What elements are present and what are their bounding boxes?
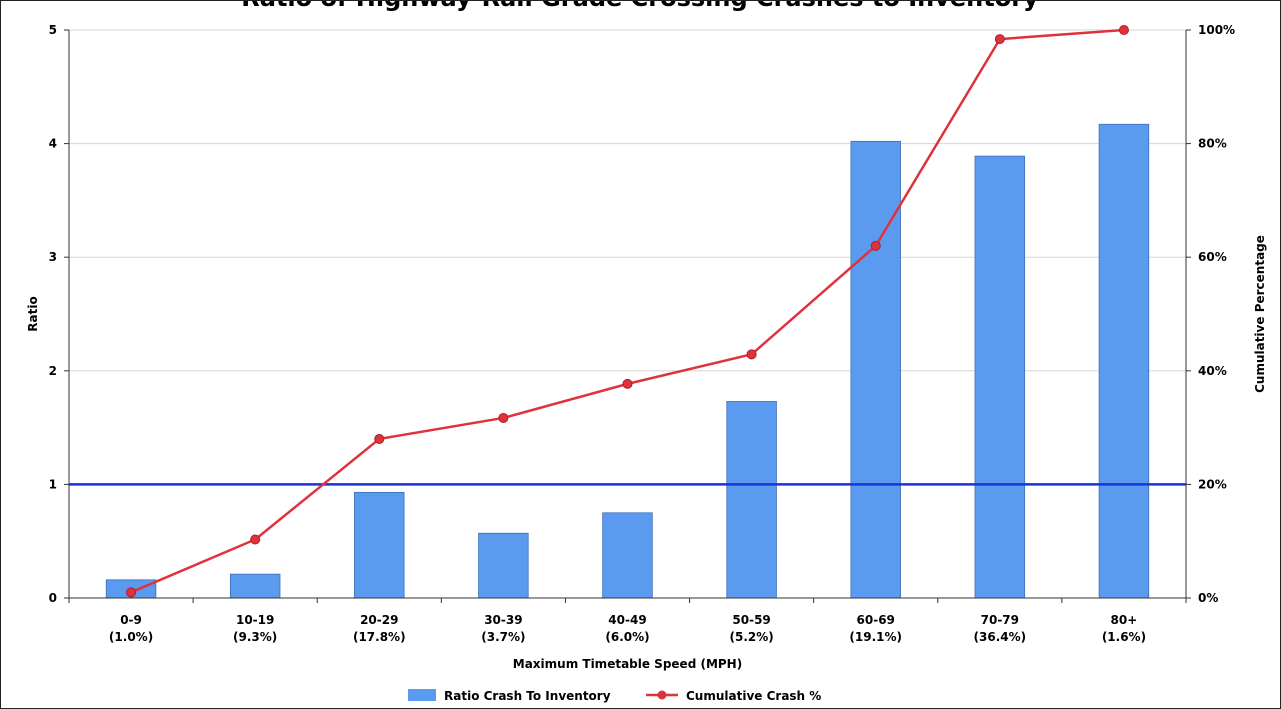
cumulative-point-30-39 (498, 412, 509, 423)
x-tick-label-0-9: 0-9 (120, 613, 142, 627)
cumulative-point-60-69 (870, 240, 881, 251)
y-tick-label-0: 0 (49, 591, 57, 605)
chart-title: Ratio of Highway-Rail Grade Crossing Cra… (60, 0, 1220, 12)
cumulative-point-40-49 (622, 378, 633, 389)
x-tick-share-20-29: (17.8%) (353, 630, 406, 644)
x-tick-label-80+: 80+ (1111, 613, 1138, 627)
line-series (126, 25, 1129, 598)
chart-title-clip: Ratio of Highway-Rail Grade Crossing Cra… (60, 0, 1220, 12)
y-axis-title: Ratio (26, 296, 40, 331)
x-tick-share-40-49: (6.0%) (605, 630, 649, 644)
y-tick-label-2: 2 (49, 364, 57, 378)
bar-30-39 (478, 532, 529, 599)
y-tick-label-5: 5 (49, 23, 57, 37)
bar-20-29 (354, 491, 405, 599)
bar-60-69 (850, 140, 901, 599)
y2-tick-label-4: 80% (1198, 137, 1227, 151)
bar-50-59 (726, 401, 777, 599)
cumulative-point-20-29 (374, 433, 385, 444)
x-axis-title: Maximum Timetable Speed (MPH) (513, 657, 742, 671)
cumulative-point-0-9 (126, 587, 137, 598)
cumulative-point-70-79 (994, 34, 1005, 45)
x-tick-share-60-69: (19.1%) (849, 630, 902, 644)
cumulative-point-80+ (1118, 25, 1129, 35)
x-tick-share-50-59: (5.2%) (729, 630, 773, 644)
legend-bar-label: Ratio Crash To Inventory (444, 689, 611, 703)
y-tick-label-3: 3 (49, 250, 57, 264)
cumulative-point-10-19 (250, 534, 261, 545)
y2-tick-label-5: 100% (1198, 23, 1235, 37)
y2-tick-label-1: 20% (1198, 477, 1227, 491)
bar-40-49 (602, 512, 653, 599)
y2-tick-label-2: 40% (1198, 364, 1227, 378)
x-tick-label-50-59: 50-59 (732, 613, 770, 627)
bar-70-79 (974, 155, 1026, 599)
y2-tick-label-0: 0% (1198, 591, 1218, 605)
x-tick-label-60-69: 60-69 (857, 613, 895, 627)
x-tick-share-70-79: (36.4%) (974, 630, 1027, 644)
y2-axis-title: Cumulative Percentage (1253, 235, 1267, 393)
x-tick-label-70-79: 70-79 (981, 613, 1019, 627)
x-tick-share-10-19: (9.3%) (233, 630, 277, 644)
x-tick-share-30-39: (3.7%) (481, 630, 525, 644)
x-tick-label-10-19: 10-19 (236, 613, 274, 627)
legend: Ratio Crash To Inventory Cumulative Crash… (408, 689, 821, 703)
bar-10-19 (229, 573, 281, 599)
x-tick-label-30-39: 30-39 (484, 613, 522, 627)
x-tick-share-0-9: (1.0%) (109, 630, 153, 644)
bar-80+ (1098, 123, 1150, 599)
axes: 0 1 2 3 4 5 0% 20% 40% 60% 80% 100% 0-9 (1.0%) 10-19 (9… (26, 23, 1267, 671)
x-tick-label-20-29: 20-29 (360, 613, 398, 627)
legend-bar-swatch (408, 689, 436, 701)
y-tick-label-4: 4 (49, 137, 57, 151)
y2-tick-label-3: 60% (1198, 250, 1227, 264)
y-tick-label-1: 1 (49, 477, 57, 491)
cumulative-point-50-59 (746, 349, 757, 360)
legend-line-label: Cumulative Crash % (686, 689, 821, 703)
x-tick-share-80+: (1.6%) (1102, 630, 1146, 644)
legend-line-marker (657, 690, 667, 700)
x-tick-label-40-49: 40-49 (608, 613, 646, 627)
